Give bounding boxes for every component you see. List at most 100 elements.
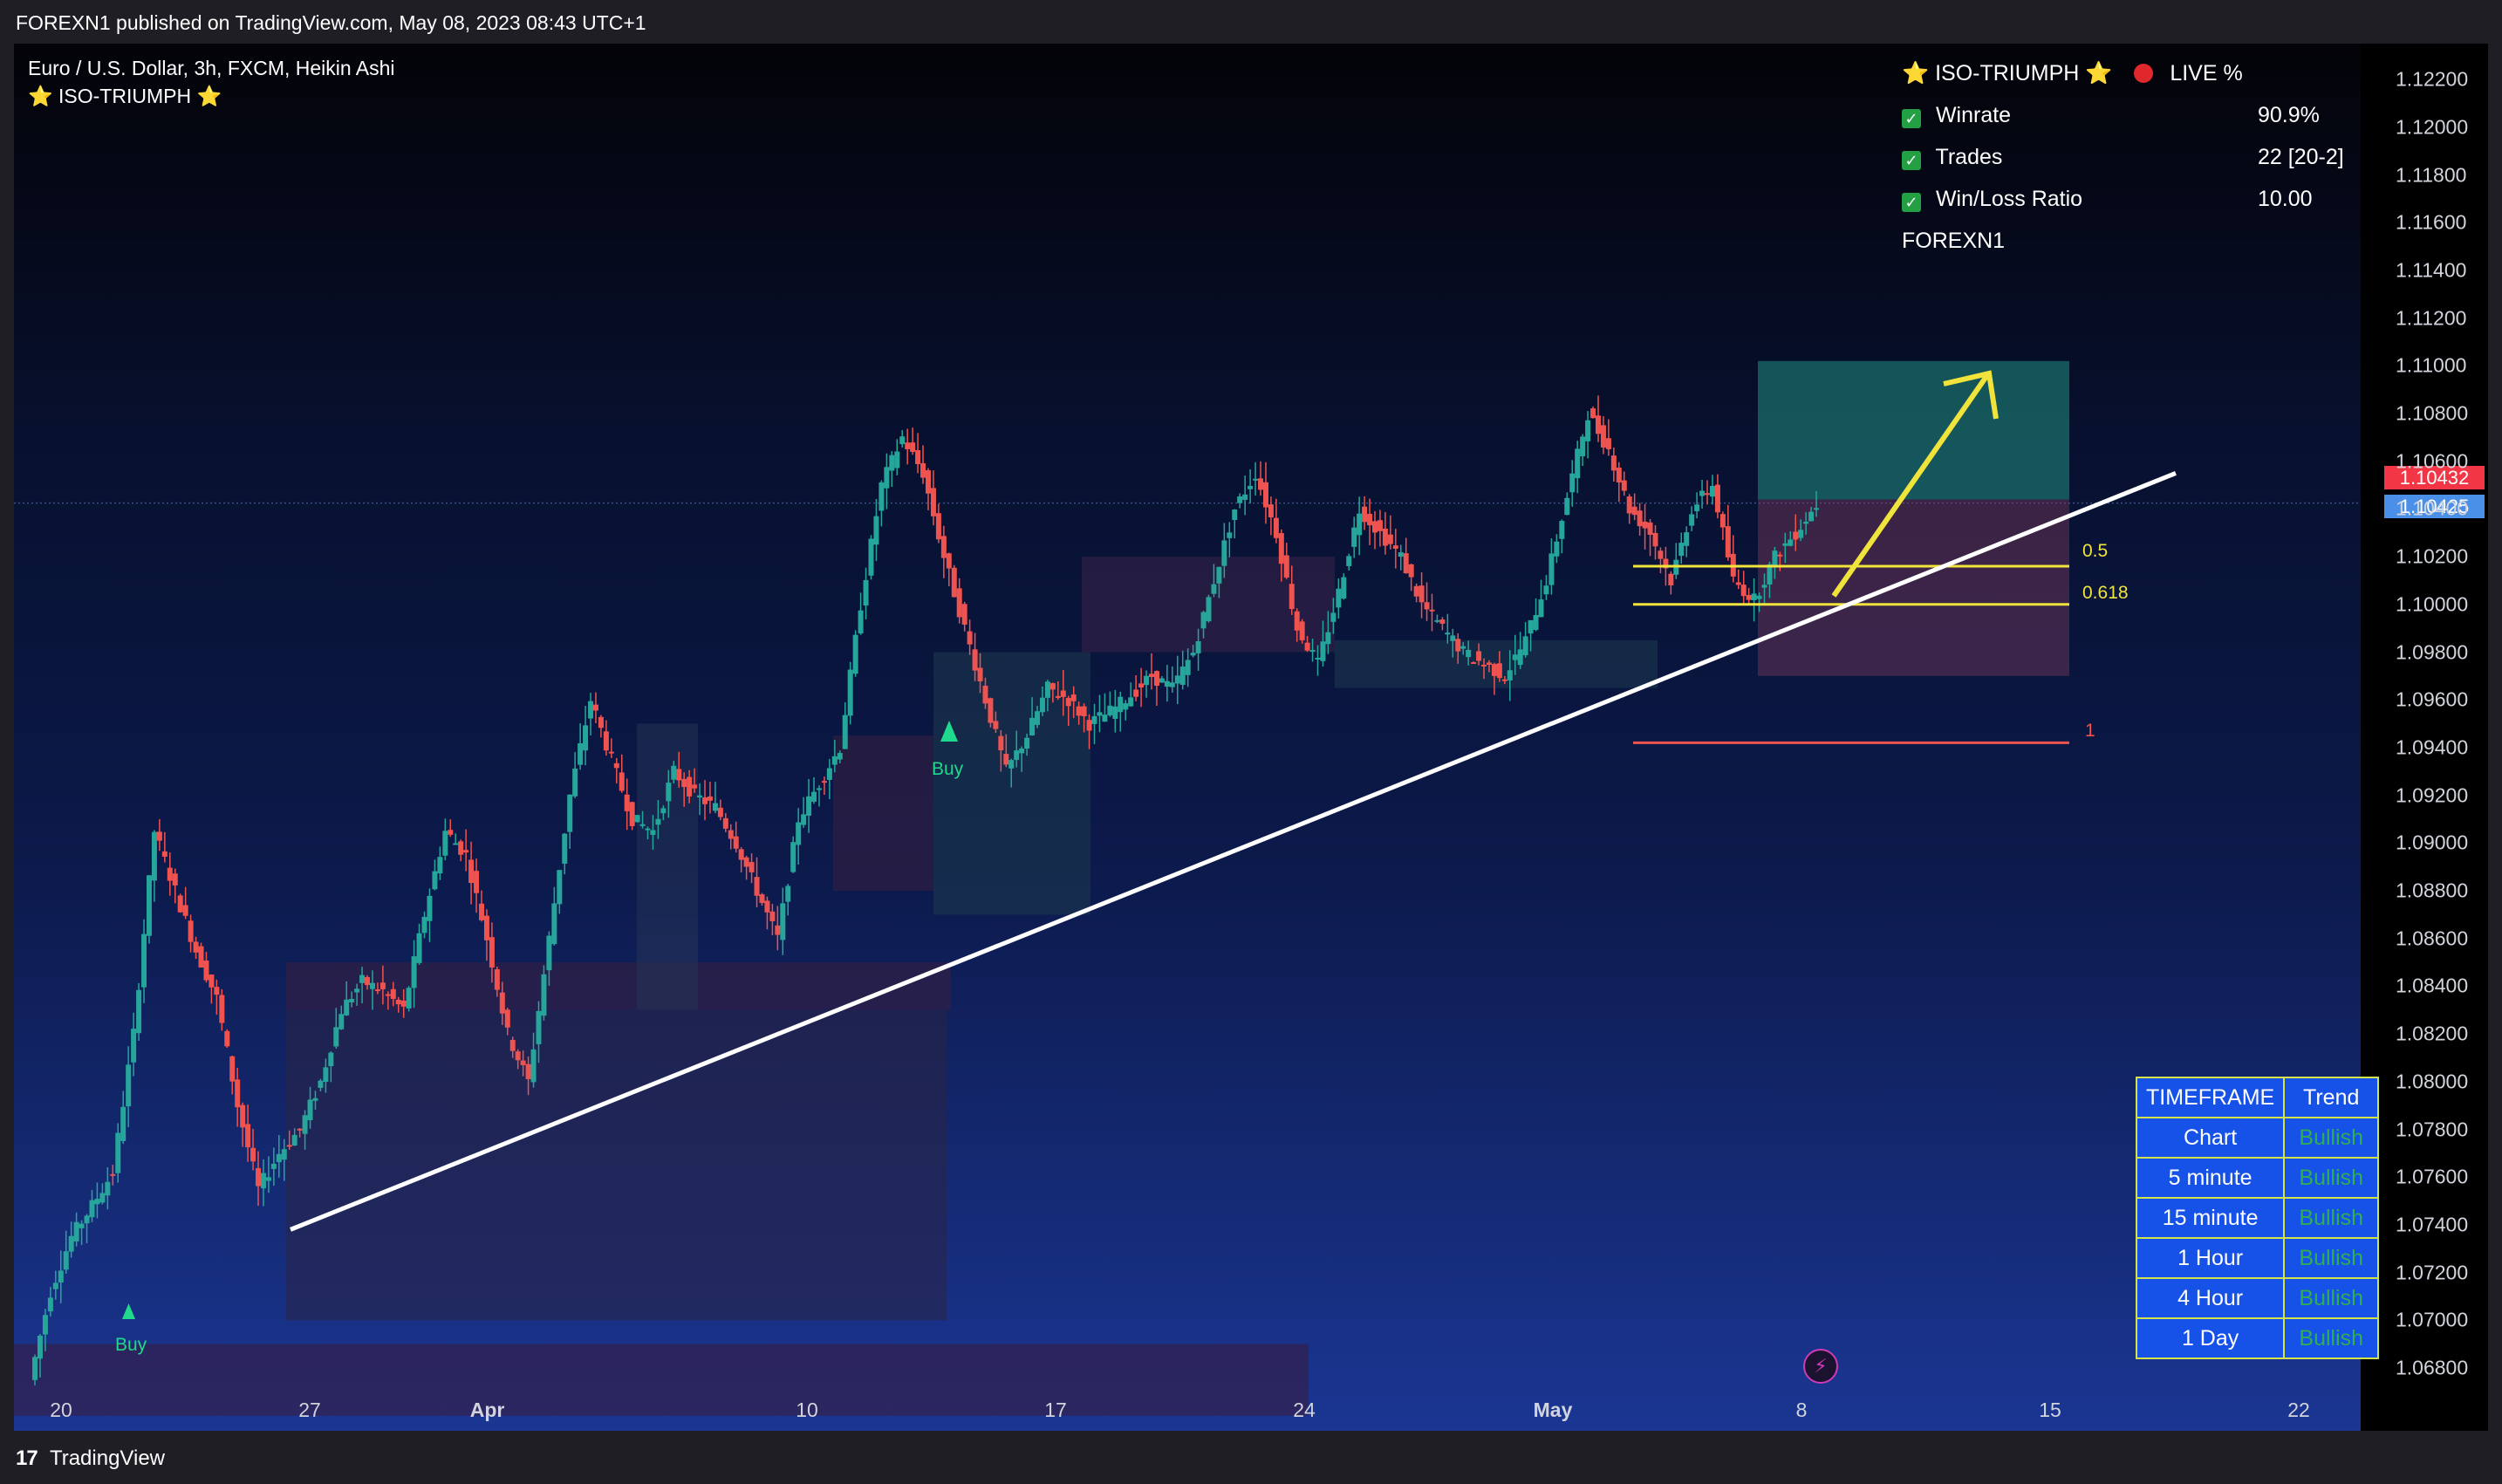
candle-body (1642, 521, 1648, 529)
arrow-head (1943, 370, 1999, 420)
candle-body (63, 1251, 69, 1270)
candle-body (525, 1063, 531, 1079)
candle-body (1460, 646, 1466, 649)
stats-title: ⭐ ISO-TRIUMPH ⭐ (1902, 61, 2113, 85)
candle-body (354, 988, 360, 993)
candle-body (333, 1027, 339, 1047)
candle-body (972, 649, 978, 671)
candle-body (1169, 682, 1175, 687)
candle-body (749, 862, 755, 872)
candle-body (1699, 490, 1706, 496)
candle-body (1070, 694, 1077, 701)
candle-body (323, 1067, 329, 1083)
candle-body (785, 886, 791, 902)
candle-body (1605, 438, 1611, 449)
candle-body (764, 900, 770, 913)
candle-body (84, 1215, 90, 1224)
position-target-zone (1758, 360, 2069, 500)
candle-body (811, 791, 817, 802)
symbol-title[interactable]: Euro / U.S. Dollar, 3h, FXCM, Heikin Ash… (28, 57, 395, 79)
stats-value: 90.9% (2258, 103, 2320, 127)
candle-body (816, 788, 822, 790)
candle-body (1450, 635, 1456, 641)
candle-body (1029, 717, 1036, 736)
candle-body (385, 994, 391, 996)
candle-body (831, 756, 837, 765)
candle-body (483, 915, 489, 940)
timeframe-cell: 4 Hour (2135, 1277, 2286, 1319)
candle-body (432, 871, 438, 890)
candle-body (1232, 509, 1238, 521)
y-tick-label: 1.12000 (2396, 115, 2469, 139)
candle-body (136, 989, 142, 1034)
candle-body (1496, 663, 1502, 679)
candle-body (1055, 695, 1061, 698)
buy-triangle-icon (122, 1303, 135, 1319)
candle-body (1164, 680, 1170, 687)
y-tick-label: 1.07600 (2396, 1165, 2469, 1188)
candle-body (1439, 619, 1446, 624)
timeframe-header: TIMEFRAME (2135, 1077, 2286, 1118)
candle-body (1564, 497, 1570, 516)
candle-body (1590, 408, 1596, 419)
candle-body (1003, 754, 1009, 765)
candle-body (141, 933, 147, 988)
candle-body (416, 933, 422, 963)
candle-body (1476, 651, 1482, 661)
candle-body (1387, 534, 1393, 544)
candle-body (1367, 513, 1373, 526)
candle-body (946, 553, 952, 569)
candle-body (1559, 521, 1565, 539)
tradingview-brand[interactable]: 17 TradingView (16, 1446, 165, 1471)
candle-body (530, 1049, 537, 1083)
candle-body (1709, 486, 1715, 497)
candle-body (1610, 455, 1617, 471)
candle-body (1133, 689, 1139, 697)
y-tick-label: 1.10200 (2396, 544, 2469, 568)
candle-body (489, 937, 495, 968)
price-axis[interactable] (2361, 44, 2488, 1431)
candle-body (161, 851, 167, 858)
trend-table-row: 5 minute Bullish (2135, 1157, 2380, 1199)
candle-body (151, 831, 157, 881)
y-tick-label: 1.08600 (2396, 927, 2469, 950)
candle-body (42, 1315, 48, 1335)
candle-body (1144, 675, 1150, 686)
candle-body (733, 836, 739, 849)
projection-arrow (1831, 373, 1990, 598)
indicator-name[interactable]: ⭐ ISO-TRIUMPH ⭐ (28, 85, 222, 107)
candle-body (1798, 530, 1804, 538)
candle-body (1772, 551, 1778, 566)
candle-body (1278, 533, 1284, 564)
candle-body (769, 911, 776, 921)
candle-body (250, 1147, 256, 1162)
candle-body (1258, 478, 1264, 490)
candle-body (536, 1010, 542, 1044)
candle-body (910, 442, 916, 452)
candle-body (1761, 585, 1767, 588)
x-tick-label: 22 (2287, 1399, 2310, 1421)
trend-cell: Bullish (2283, 1197, 2380, 1239)
candle-body (1179, 667, 1186, 685)
candle-body (1580, 436, 1586, 457)
candle-body (899, 436, 906, 445)
lightning-bolt-icon[interactable]: ⚡ (1803, 1349, 1838, 1384)
candle-body (110, 1173, 116, 1176)
candle-body (463, 850, 469, 853)
candle-body (390, 988, 396, 1000)
candle-body (286, 1145, 292, 1147)
trendline (290, 471, 2177, 1232)
candle-body (328, 1052, 334, 1067)
candle-body (1600, 425, 1606, 448)
candle-body (509, 1039, 516, 1051)
x-tick-label: 17 (1044, 1399, 1067, 1421)
trend-cell: Bullish (2283, 1277, 2380, 1319)
candle-body (1118, 696, 1124, 713)
checkmark-icon: ✓ (1902, 193, 1921, 212)
candle-body (1714, 484, 1720, 513)
trend-cell: Bullish (2283, 1317, 2380, 1359)
candle-body (1112, 706, 1118, 719)
publish-header: FOREXN1 published on TradingView.com, Ma… (0, 0, 2502, 45)
candle-body (115, 1132, 121, 1173)
